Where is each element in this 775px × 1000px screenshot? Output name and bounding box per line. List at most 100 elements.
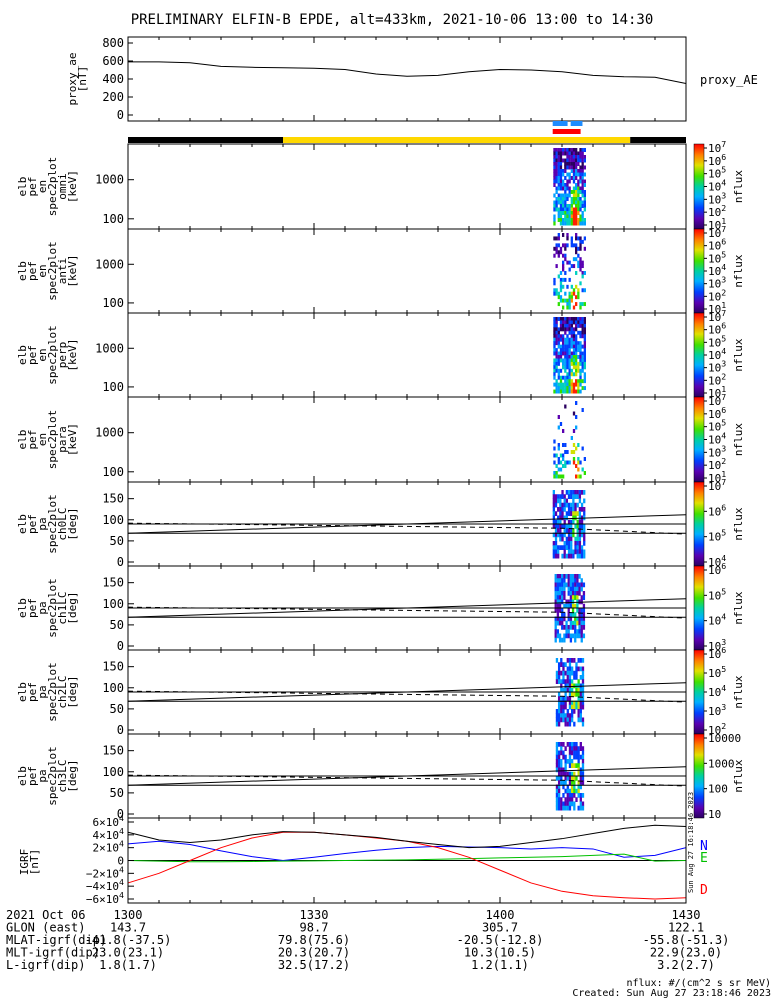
perp-pixel [557, 327, 560, 332]
omni-pixel [562, 211, 565, 215]
perp-pixel [575, 348, 578, 353]
ch0LC-pixel [559, 536, 562, 542]
omni-pixel [553, 183, 556, 187]
ch0LC-pixel [552, 515, 555, 521]
omni-pixel [583, 179, 586, 184]
ch2LC-pixel [564, 692, 567, 697]
perp-pixel [570, 330, 573, 335]
omni-pixel [568, 204, 571, 208]
perp-pixel [564, 351, 567, 356]
ch0LC-dashed-line [127, 522, 687, 535]
ch2LC-dashed-line [127, 690, 687, 703]
ch2LC-pixel [579, 709, 582, 714]
coverage-segment [283, 137, 631, 143]
ch3LC-colorbar [693, 733, 705, 819]
ch1LC-pixel [582, 582, 586, 588]
ch3LC-pixel [566, 742, 569, 747]
perp-pixel [555, 348, 558, 353]
ch2LC-pixel [560, 709, 563, 714]
perp-pixel [583, 348, 586, 353]
perp-pixel [562, 365, 565, 370]
perp-pixel [562, 327, 565, 332]
ch1LC-pixel [561, 582, 564, 588]
ch3LC-ylabel-line: ch3LC [56, 759, 69, 792]
ch0LC-pixel [580, 528, 584, 533]
ch2LC-pixel [568, 704, 572, 710]
para-pixel [577, 457, 580, 461]
omni-pixel [583, 155, 586, 159]
ch0LC-pixel [567, 490, 571, 495]
ch1LC-pixel [578, 612, 581, 617]
perp-pixel [555, 361, 558, 366]
perp-pixel [559, 348, 563, 353]
ch3LC-pixel [555, 763, 559, 768]
omni-pixel [568, 151, 571, 156]
omni-pixel [566, 162, 569, 166]
perp-pixel [562, 382, 565, 387]
ch3LC-pixel [557, 754, 561, 760]
ch0LC-pixel [578, 532, 582, 538]
ch1LC-pixel [580, 616, 583, 622]
perp-pixel [579, 341, 582, 346]
ch2LC-pixel [575, 670, 578, 676]
omni-pixel [572, 218, 576, 222]
perp-pixel [570, 341, 573, 346]
omni-pixel [559, 162, 563, 166]
omni-pixel [575, 148, 578, 152]
anti-pixel [566, 236, 569, 241]
ch0LC-pixel [565, 515, 569, 521]
perp-pixel [555, 323, 558, 328]
ch1LC-pixel [574, 603, 577, 609]
anti-pixel [583, 271, 586, 275]
ch1LC-pixel [554, 633, 557, 639]
anti-colorbar-label: 101 [708, 300, 726, 316]
omni-pixel [581, 169, 584, 173]
omni-pixel [581, 165, 584, 170]
omni-pixel [553, 221, 556, 226]
ch2LC-pixel [555, 670, 559, 676]
ch2LC-pixel [566, 670, 569, 676]
ch3LC-pixel [568, 759, 572, 764]
perp-pixel [553, 341, 556, 346]
perp-pixel [555, 382, 558, 387]
anti-pixel [570, 243, 573, 248]
ch3LC-pixel [557, 759, 561, 764]
ch1LC-pixel [574, 620, 577, 626]
perp-colorbar-label: 102 [708, 371, 726, 387]
ch3LC-pixel [564, 754, 567, 760]
ch3LC-ylabel-line: [deg] [66, 759, 79, 792]
perp-pixel [568, 348, 571, 353]
perp-pixel [581, 317, 584, 321]
ch1LC-pixel [563, 574, 566, 579]
ch1LC-pixel [582, 612, 586, 617]
perp-pixel [562, 375, 565, 380]
ch1LC-pixel [556, 586, 560, 592]
anti-pixel [568, 302, 571, 307]
ch3LC-pixel [560, 759, 563, 764]
ch0LC-loss-cone-line [127, 514, 687, 534]
ch0LC-pixel [578, 498, 582, 504]
omni-pixel [553, 218, 556, 222]
anti-pixel [555, 243, 558, 248]
perp-pixel [562, 320, 565, 325]
ch1LC-pixel [567, 582, 570, 588]
ch1LC-pixel [563, 612, 566, 617]
ch0LC-pixel [563, 549, 566, 555]
ch0LC-pixel [554, 549, 558, 555]
omni-pixel [583, 148, 586, 152]
anti-pixel [557, 236, 560, 241]
para-pixel [577, 460, 580, 465]
perp-pixel [559, 320, 563, 325]
omni-pixel [581, 193, 584, 198]
perp-pixel [583, 372, 586, 377]
omni-pixel [568, 193, 571, 198]
omni-pixel [572, 165, 576, 170]
anti-pixel [575, 243, 578, 248]
omni-pixel [577, 158, 580, 163]
anti-pixel [577, 246, 580, 251]
omni-pixel [566, 207, 569, 212]
omni-pixel [562, 200, 565, 205]
ch2LC-ytick-label: 150 [102, 660, 124, 674]
ch1LC-colorbar-label: 104 [708, 612, 726, 628]
ch3LC-pixel [562, 754, 565, 760]
